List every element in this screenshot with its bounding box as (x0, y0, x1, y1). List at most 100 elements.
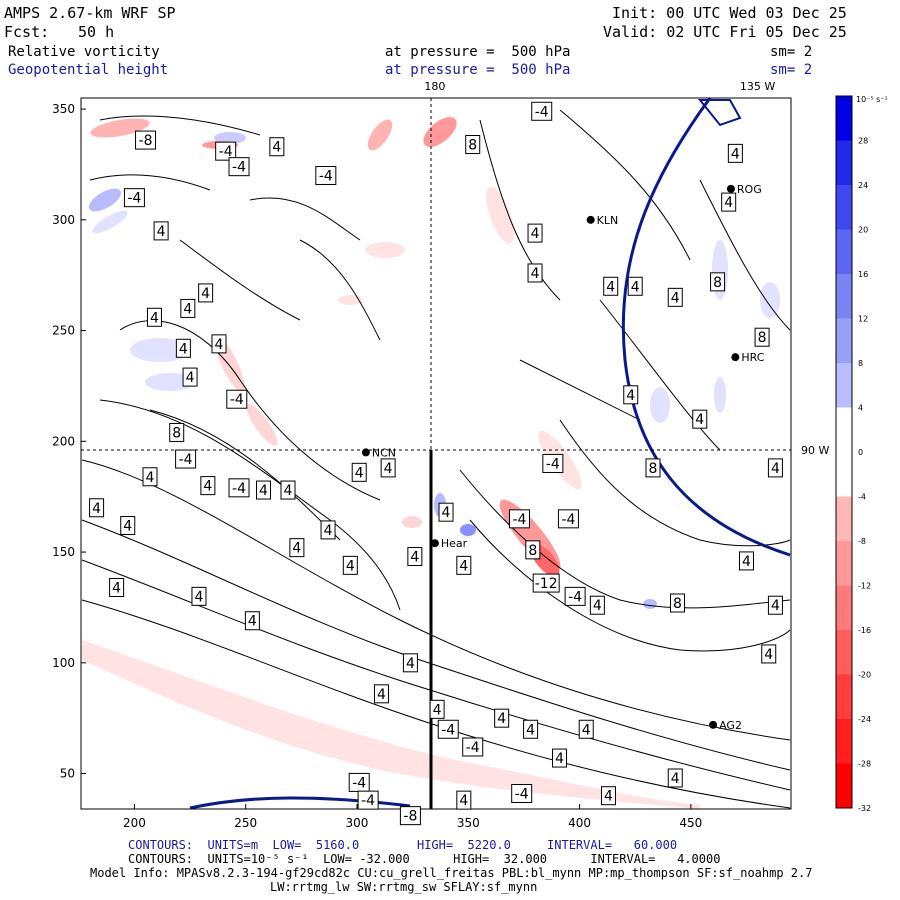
colorbar-tick-label: -20 (858, 671, 871, 680)
contour-label-value: 4 (531, 266, 540, 282)
contour-label: 4 (727, 143, 743, 163)
contour-label-value: 4 (742, 554, 751, 570)
contour-label-box (578, 719, 594, 739)
contour-label: -4 (437, 719, 459, 739)
colorbar-tick-label: -32 (858, 804, 871, 813)
contour-label-box (456, 790, 472, 810)
contour-label-box (767, 458, 783, 478)
colorbar: 10⁻⁵ s⁻¹ 28 24 20 16 12 8 4 0 -4 -8 -12 -16 -20 -24 -28… (835, 95, 888, 813)
colorbar-swatch (836, 763, 852, 808)
contour-label-value: 4 (259, 483, 268, 499)
contour-label-value: 4 (671, 290, 680, 306)
contour-label-value: 4 (150, 310, 159, 326)
contour-label-box (244, 611, 260, 631)
contour-label: 8 (465, 135, 481, 155)
longitude-label: 180 (424, 80, 445, 93)
contour-label-box (589, 595, 605, 615)
station-label: Hear (441, 537, 468, 550)
contour-line (299, 239, 381, 341)
contour-label-box (109, 578, 125, 598)
field2-level: at pressure = 500 hPa (385, 62, 571, 78)
contour-label: -4 (228, 478, 250, 498)
contour-label: 8 (669, 593, 685, 613)
contour-line (699, 179, 791, 331)
contour-label-value: -4 (179, 452, 193, 468)
contour-label-box (373, 684, 389, 704)
contour-label: 4 (438, 502, 454, 522)
vort-pos-blob (214, 132, 246, 144)
model-title: AMPS 2.67-km WRF SP (4, 4, 176, 22)
contour-label-value: -4 (319, 169, 333, 185)
contour-label-value: 4 (555, 751, 564, 767)
stations-layer: ROG KLN HRC NCN Hear AG2 (361, 183, 765, 732)
contour-label: 8 (645, 458, 661, 478)
contour-label: -4 (215, 141, 237, 161)
contour-label: 4 (761, 644, 777, 664)
contour-label-box (342, 555, 358, 575)
contour-label: 4 (244, 611, 260, 631)
contour-label: 4 (623, 385, 639, 405)
contour-label-box (399, 806, 421, 826)
contour-label-value: -8 (403, 809, 417, 825)
contour-label: -4 (348, 772, 370, 792)
contour-label: -4 (564, 586, 586, 606)
contour-label: 4 (180, 298, 196, 318)
contour-label-box (357, 790, 379, 810)
contour-label: -8 (135, 130, 157, 150)
contour-label-value: -4 (546, 456, 560, 472)
contour-line (99, 399, 401, 611)
contour-label: 4 (191, 586, 207, 606)
contour-label-value: 4 (604, 789, 613, 805)
contour-label-value: 4 (410, 549, 419, 565)
contour-label: 4 (198, 283, 214, 303)
colorbar-tick-label: 20 (858, 226, 868, 235)
contour-label: 4 (153, 221, 169, 241)
vort-neg-blob (90, 118, 150, 138)
contour-label-box (767, 595, 783, 615)
contour-label-box (600, 786, 616, 806)
footer-model-info: Model Info: MPASv8.2.3-194-gf29cd82c CU:… (90, 866, 813, 880)
colorbar-swatch (836, 229, 852, 274)
vort-neg-blob (338, 295, 362, 305)
vort-neg-blob (486, 186, 514, 244)
contour-label: -4 (175, 449, 197, 469)
contour-label-box (320, 520, 336, 540)
contour-label-value: 4 (324, 523, 333, 539)
contour-label-value: 4 (384, 461, 393, 477)
longitude-label: 90 W (801, 444, 829, 457)
station-marker (586, 215, 595, 224)
colorbar-tick-label: -28 (858, 760, 871, 769)
contour-label-value: -12 (535, 576, 558, 592)
contour-label: -12 (532, 573, 560, 593)
field1-smoothing: sm= 2 (770, 44, 813, 60)
station-marker (726, 184, 735, 193)
contour-label-value: 4 (593, 598, 602, 614)
contour-label-box (351, 462, 367, 482)
geopotential-5160-line (621, 98, 791, 557)
fcst-value: 50 h (78, 23, 115, 41)
contour-label-box (256, 480, 272, 500)
contour-label-box (692, 409, 708, 429)
contour-label-value: -4 (512, 512, 526, 528)
contour-label-box (667, 287, 683, 307)
contour-label-box (226, 389, 248, 409)
vort-pos-blob (145, 373, 195, 391)
contour-label: -4 (508, 509, 530, 529)
contour-label: 4 (402, 653, 418, 673)
contour-label-box (623, 385, 639, 405)
contour-label: 4 (269, 137, 285, 157)
x-tick-label: 350 (457, 816, 480, 830)
contour-label-box (211, 334, 227, 354)
contour-label: 4 (429, 699, 445, 719)
contour-label: 4 (320, 520, 336, 540)
contour-label-box (564, 586, 586, 606)
contour-label-value: 4 (695, 412, 704, 428)
contour-label-box (438, 502, 454, 522)
axes-layer: 200 250 300 350 400 450 50 100 150 200 250 300 350 18… (52, 80, 829, 830)
field1-name: Relative vorticity (8, 44, 160, 60)
contour-label-value: 4 (183, 301, 192, 317)
vort-neg-blob (402, 516, 422, 528)
contour-label-box (645, 458, 661, 478)
contour-label-value: 8 (468, 138, 477, 154)
contour-label: -8 (399, 806, 421, 826)
